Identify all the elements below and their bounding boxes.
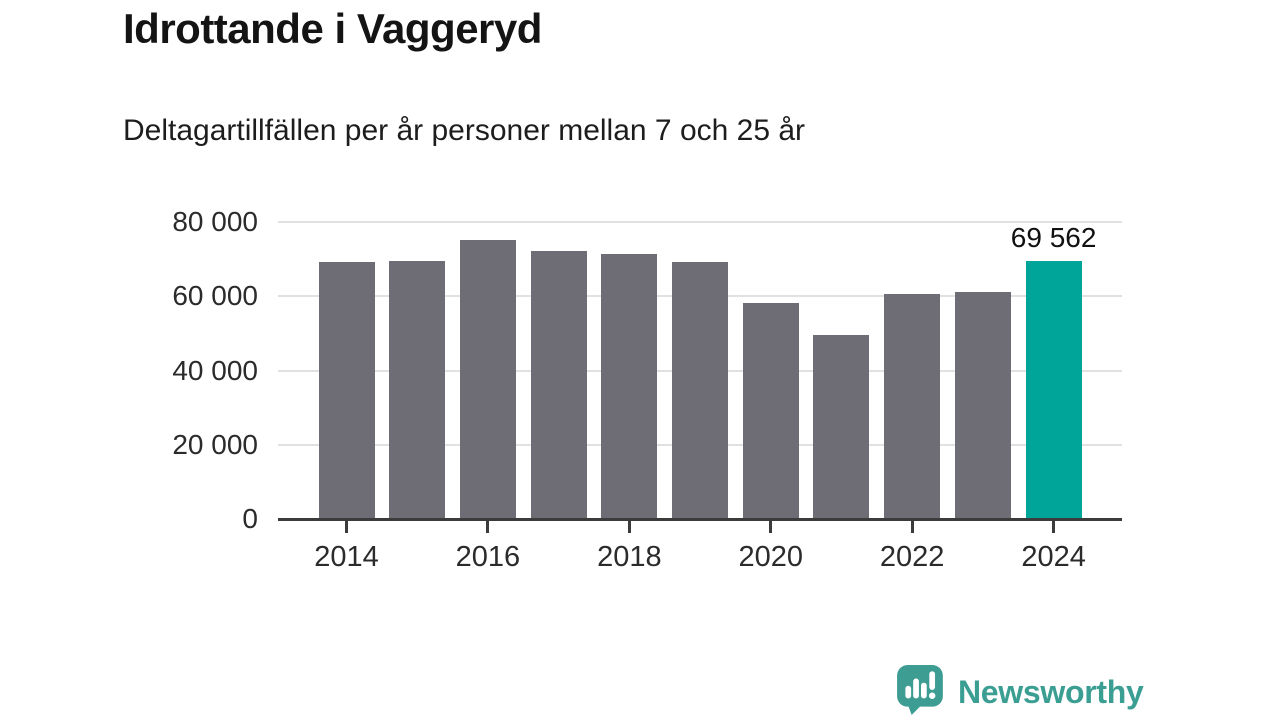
- bar-2024: [1025, 260, 1082, 519]
- brand-name: Newsworthy: [958, 674, 1144, 710]
- y-axis-label: 80 000: [172, 206, 258, 237]
- bar-2018: [601, 253, 658, 519]
- x-axis-label: 2020: [738, 541, 803, 573]
- bar-2022: [884, 294, 941, 519]
- bar-2021: [813, 334, 870, 519]
- chart-subtitle: Deltagartillfällen per år personer mella…: [123, 114, 806, 147]
- x-axis-label: 2016: [455, 541, 521, 573]
- x-axis-label: 2024: [1021, 541, 1086, 573]
- x-tick-2014: [345, 519, 348, 533]
- x-tick-2016: [486, 519, 490, 533]
- bar-2020: [742, 302, 799, 519]
- x-axis-label: 2018: [597, 541, 662, 573]
- brand-footer: Newsworthy: [896, 664, 1144, 720]
- x-axis-label: 2014: [314, 541, 379, 573]
- bar-2019: [672, 261, 729, 519]
- bar-2017: [530, 251, 587, 519]
- bar-2015: [389, 260, 446, 519]
- bar-2014: [318, 262, 375, 519]
- bar-2016: [459, 239, 516, 519]
- gridline-80000: [278, 221, 1122, 223]
- bar-2023: [954, 291, 1011, 519]
- x-axis-label: 2022: [879, 541, 945, 573]
- y-axis-label: 20 000: [172, 428, 258, 460]
- newsworthy-logo-icon: [896, 664, 946, 720]
- chart-title: Idrottande i Vaggeryd: [123, 5, 542, 52]
- value-label: 69 562: [1010, 221, 1097, 253]
- y-axis-label: 60 000: [172, 280, 258, 312]
- y-axis-label: 0: [242, 503, 258, 534]
- x-axis-line: [278, 518, 1122, 521]
- x-tick-2024: [1052, 519, 1056, 533]
- x-tick-2020: [769, 519, 773, 533]
- x-tick-2022: [910, 519, 914, 533]
- y-axis-label: 40 000: [172, 354, 258, 386]
- x-tick-2018: [627, 519, 631, 533]
